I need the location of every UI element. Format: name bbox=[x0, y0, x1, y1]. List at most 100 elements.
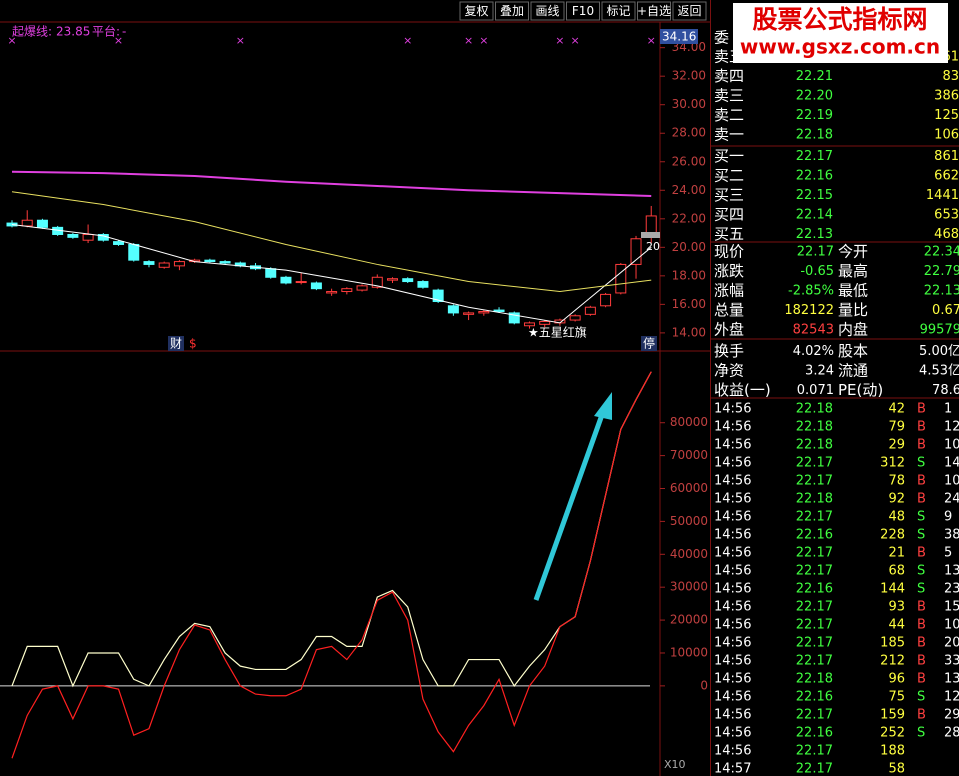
candle-body bbox=[21, 219, 33, 227]
signal-mark: × bbox=[647, 34, 656, 47]
book-volume: 861 bbox=[934, 149, 959, 164]
trade-time: 14:56 bbox=[714, 420, 751, 435]
candle-body bbox=[265, 268, 277, 278]
stat-label: 现价 bbox=[714, 243, 744, 261]
stat-value: -2.85% bbox=[788, 284, 834, 299]
stat-value: 22.34 bbox=[924, 245, 959, 260]
trade-price: 22.18 bbox=[796, 438, 833, 453]
stat-value: 4.53亿 bbox=[919, 364, 959, 379]
content: 复权 叠加 画线 F10 标记 +自选 返回 14.00 16.00 18.00 20.00 22.0… bbox=[0, 1, 708, 759]
y-tick-label: 60000 bbox=[670, 481, 708, 495]
trade-price: 22.17 bbox=[796, 618, 833, 633]
y-tick-label: 80000 bbox=[670, 415, 708, 429]
toolbar-label[interactable]: F10 bbox=[572, 4, 594, 18]
trade-price: 22.18 bbox=[796, 672, 833, 687]
trade-price: 22.18 bbox=[796, 420, 833, 435]
book-volume: 1441 bbox=[926, 188, 959, 203]
trade-time: 14:56 bbox=[714, 528, 751, 543]
book-price: 22.14 bbox=[796, 208, 833, 223]
toolbar-button[interactable] bbox=[530, 1, 565, 21]
candle-body bbox=[341, 288, 353, 293]
toolbar-label[interactable]: 标记 bbox=[606, 4, 630, 18]
y-tick-label: 50000 bbox=[670, 514, 708, 528]
stat-label: 内盘 bbox=[838, 321, 868, 339]
toolbar-button[interactable] bbox=[459, 1, 494, 21]
stat-label: 股本 bbox=[838, 342, 868, 360]
book-price: 22.16 bbox=[796, 169, 833, 184]
trade-side: B bbox=[917, 672, 926, 687]
y-tick-label: 70000 bbox=[670, 448, 708, 462]
toolbar-label[interactable]: 返回 bbox=[677, 4, 701, 18]
trade-side: B bbox=[917, 474, 926, 489]
candle-body bbox=[371, 276, 383, 288]
trade-price: 22.17 bbox=[796, 456, 833, 471]
trade-count: 24 bbox=[944, 492, 959, 507]
trade-side: B bbox=[917, 708, 926, 723]
trade-side: S bbox=[917, 510, 925, 525]
toolbar-label[interactable]: 叠加 bbox=[500, 4, 524, 18]
candle-body bbox=[493, 309, 505, 312]
toolbar-label[interactable]: +自选 bbox=[637, 4, 671, 18]
candle-body bbox=[113, 241, 125, 245]
trade-volume: 29 bbox=[888, 438, 905, 453]
trade-price: 22.16 bbox=[796, 528, 833, 543]
stat-label: 总量 bbox=[714, 301, 744, 319]
candle-body bbox=[402, 278, 414, 283]
toolbar-button[interactable] bbox=[637, 1, 671, 21]
toolbar-button[interactable] bbox=[672, 1, 707, 21]
platform-value: - bbox=[122, 25, 126, 39]
trade-time: 14:56 bbox=[714, 438, 751, 453]
candle-body bbox=[523, 322, 535, 327]
trade-time: 14:56 bbox=[714, 654, 751, 669]
scale-label: X10 bbox=[664, 758, 686, 771]
trade-side: B bbox=[917, 402, 926, 417]
toolbar-button[interactable] bbox=[495, 1, 529, 21]
trade-time: 14:56 bbox=[714, 708, 751, 723]
trade-price: 22.17 bbox=[796, 600, 833, 615]
candle-body bbox=[508, 312, 520, 324]
candle-body bbox=[67, 233, 79, 238]
trade-time: 14:56 bbox=[714, 582, 751, 597]
book-volume: 386 bbox=[934, 89, 959, 104]
y-tick-label: 32.00 bbox=[672, 69, 706, 83]
trade-time: 14:56 bbox=[714, 744, 751, 759]
signal-mark: × bbox=[114, 34, 123, 47]
trade-volume: 92 bbox=[888, 492, 905, 507]
candle-body bbox=[630, 238, 642, 265]
trade-price: 22.17 bbox=[796, 636, 833, 651]
watermark-title: 股票公式指标网 bbox=[752, 5, 927, 34]
trade-volume: 212 bbox=[880, 654, 905, 669]
candle-body bbox=[82, 233, 94, 241]
stat-value: 99579 bbox=[920, 323, 959, 338]
trade-time: 14:56 bbox=[714, 618, 751, 633]
candle-body bbox=[387, 278, 398, 281]
trade-count: 12 bbox=[944, 420, 959, 435]
book-volume: 106 bbox=[934, 128, 959, 143]
side-panel: 委卖五22.22161卖四22.2183卖三22.20386卖二22.19125… bbox=[711, 29, 959, 776]
indicator-line bbox=[11, 371, 652, 688]
y-tick-label: 0 bbox=[700, 678, 708, 692]
toolbar-label[interactable]: 复权 bbox=[464, 4, 488, 18]
candle-body bbox=[569, 315, 581, 321]
price-tag-box bbox=[660, 29, 698, 44]
trade-count: 5 bbox=[944, 546, 952, 561]
trade-side: B bbox=[917, 546, 926, 561]
trade-time: 14:56 bbox=[714, 600, 751, 615]
header-label: 起爆线: bbox=[12, 25, 52, 39]
stat-value: 3.24 bbox=[805, 364, 834, 379]
book-label: 买二 bbox=[714, 167, 744, 185]
trade-volume: 79 bbox=[888, 420, 905, 435]
stat-value: -0.65 bbox=[800, 264, 834, 279]
candle-body bbox=[280, 276, 292, 284]
toolbar-button[interactable] bbox=[566, 1, 600, 21]
stat-value: 82543 bbox=[793, 323, 834, 338]
trade-count: 12 bbox=[944, 690, 959, 705]
candle-body bbox=[36, 219, 48, 228]
toolbar-label[interactable]: 画线 bbox=[535, 4, 559, 18]
y-tick-label: 30000 bbox=[670, 580, 708, 594]
toolbar-button[interactable] bbox=[601, 1, 636, 21]
book-price: 22.19 bbox=[796, 108, 833, 123]
trade-side: B bbox=[917, 438, 926, 453]
trade-side: S bbox=[917, 528, 925, 543]
